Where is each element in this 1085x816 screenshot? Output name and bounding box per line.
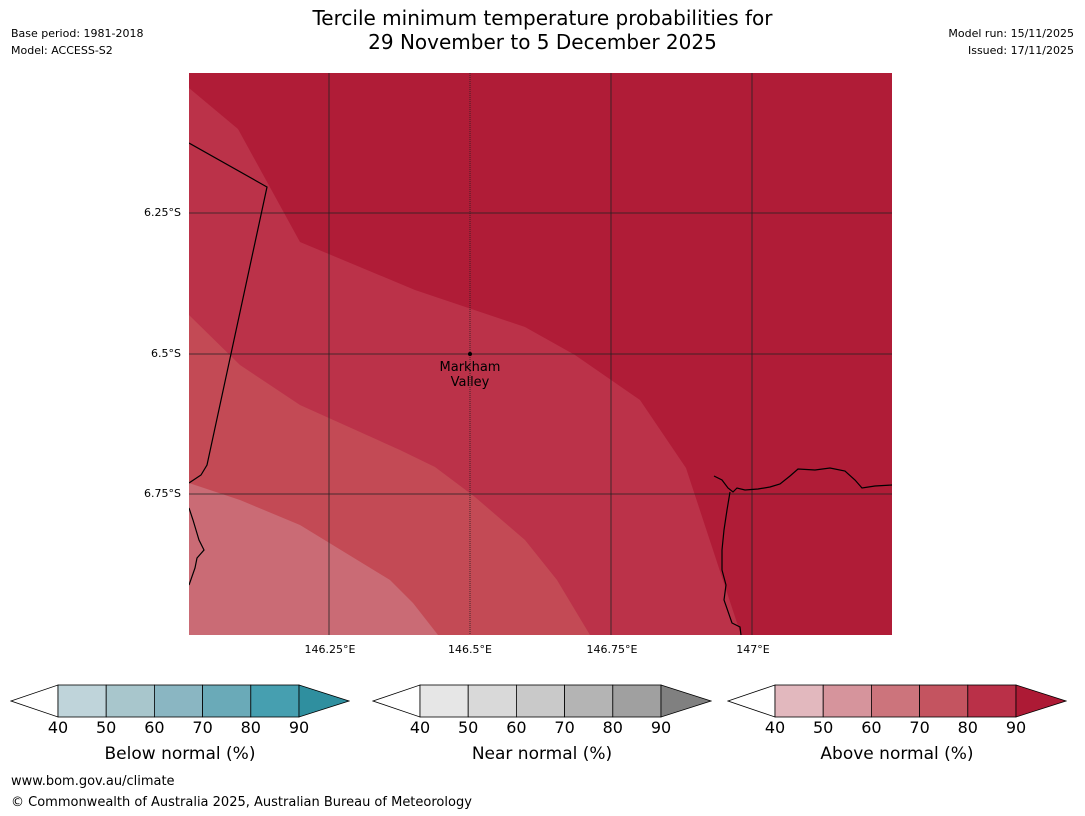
colorbar-tick-label: 50 [96,718,117,737]
colorbar-segment [870,684,920,718]
colorbar-segment [919,684,969,718]
colorbar-segment [57,684,107,718]
colorbar-under-triangle [726,684,776,718]
colorbar-1 [9,683,351,723]
colorbar-tick-label: 40 [409,718,431,737]
colorbar-over-triangle [660,684,713,718]
meta-left: Base period: 1981-2018 Model: ACCESS-S2 [11,25,143,59]
colorbar-segment [612,684,662,718]
band-60 [189,483,438,635]
meta-right: Model run: 15/11/2025 Issued: 17/11/2025 [948,25,1074,59]
colorbar-segment [564,684,614,718]
huon-coast-south [721,491,742,635]
colorbar-segment [202,684,252,718]
colorbar-tick-label: 60 [861,718,882,737]
colorbar-segment [250,684,300,718]
lon-label-147: 147°E [736,643,770,656]
colorbar-tick-label: 90 [288,718,310,737]
colorbar-title: Near normal (%) [471,744,613,764]
place-label: Markham Valley [410,360,530,390]
title-line-1: Tercile minimum temperature probabilitie… [312,6,773,30]
colorbar-3 [726,683,1068,723]
boundaries [189,142,892,635]
colorbar-tick-label: 80 [957,718,978,737]
lon-label-146.75: 146.75°E [586,643,638,656]
colorbar-graphic [371,684,713,718]
colorbar-tick-label: 60 [144,718,165,737]
lon-label-146.25: 146.25°E [304,643,356,656]
model-text: Model: ACCESS-S2 [11,44,113,57]
colorbar-segment [822,684,872,718]
colorbar-segment [153,684,203,718]
colorbar-title: Above normal (%) [820,744,974,764]
colorbar-segment [967,684,1017,718]
base-period-text: Base period: 1981-2018 [11,27,144,40]
place-line-2: Valley [450,375,490,390]
colorbar-tick-label: 50 [458,718,479,737]
colorbar-tick-label: 60 [506,718,527,737]
lon-label-146.5: 146.5°E [448,643,492,656]
colorbar-tick-label: 90 [650,718,672,737]
colorbar-over-triangle [1015,684,1068,718]
colorbar-tick-label: 70 [192,718,213,737]
lat-label-6.5: 6.5°S [151,347,181,360]
colorbar-tick-label: 50 [813,718,834,737]
colorbar-title: Below normal (%) [104,744,256,764]
lat-label-6.75: 6.75°S [144,487,181,500]
colorbar-segment [774,684,824,718]
model-run-text: Model run: 15/11/2025 [948,27,1074,40]
colorbar-under-triangle [371,684,421,718]
footer-url[interactable]: www.bom.gov.au/climate [11,774,175,789]
colorbar-segment [467,684,517,718]
lat-label-6.25: 6.25°S [144,206,181,219]
colorbar-tick-label: 40 [47,718,69,737]
colorbar-tick-label: 70 [554,718,575,737]
colorbar-over-triangle [298,684,351,718]
colorbar-tick-label: 40 [764,718,786,737]
colorbar-tick-label: 90 [1005,718,1027,737]
colorbar-graphic [9,684,351,718]
colorbar-segment [419,684,469,718]
west-coastline [189,507,205,586]
footer-copyright: © Commonwealth of Australia 2025, Austra… [11,795,472,810]
huon-coastline [713,467,892,493]
colorbar-tick-label: 80 [240,718,261,737]
colorbar-under-triangle [9,684,59,718]
province-boundary [189,142,268,484]
place-marker [468,352,472,356]
colorbar-segment [105,684,155,718]
place-line-1: Markham [439,360,501,375]
title-line-2: 29 November to 5 December 2025 [368,30,717,54]
colorbar-segment [515,684,565,718]
colorbar-tick-label: 70 [909,718,930,737]
colorbar-graphic [726,684,1068,718]
colorbar-tick-label: 80 [602,718,623,737]
issued-text: Issued: 17/11/2025 [967,44,1074,57]
colorbar-2 [371,683,713,723]
chart-title: Tercile minimum temperature probabilitie… [0,6,1085,54]
